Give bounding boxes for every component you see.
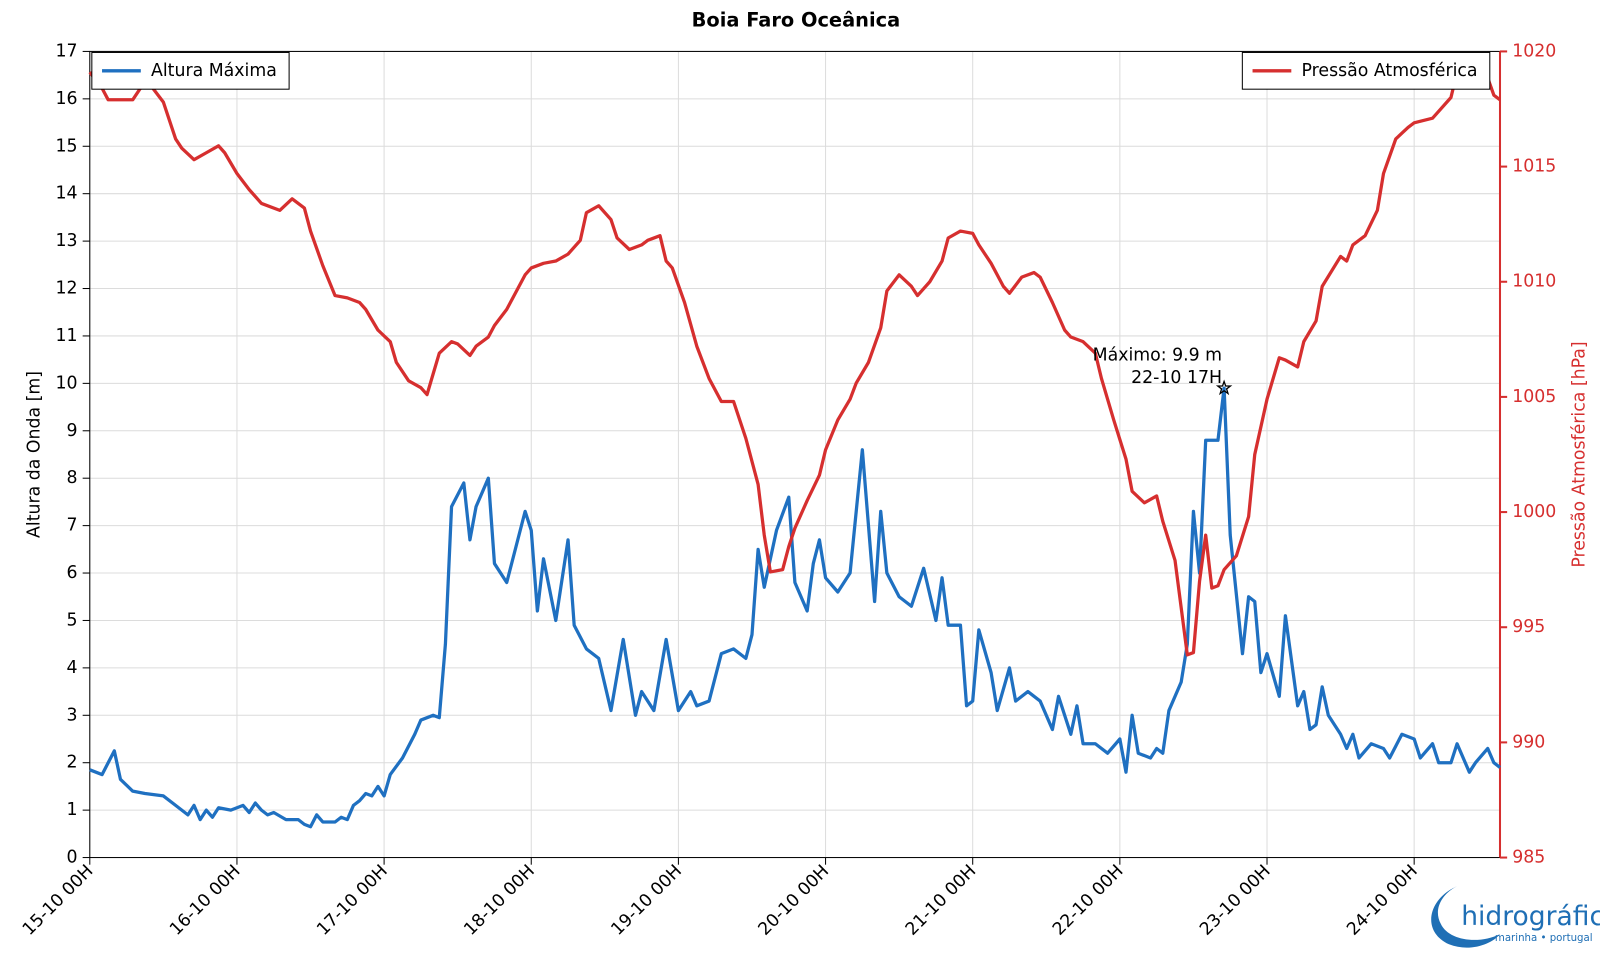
x-tick-label: 15-10 00H <box>19 861 97 939</box>
x-tick-label: 23-10 00H <box>1196 861 1274 939</box>
annotation-text: Máximo: 9.9 m <box>1093 345 1222 365</box>
logo: hidrográfico marinha • portugal <box>1431 886 1600 948</box>
x-tick-label: 24-10 00H <box>1343 861 1421 939</box>
legend-label: Altura Máxima <box>151 61 277 81</box>
y2-tick-label: 1005 <box>1512 387 1556 407</box>
data-line <box>88 54 1501 657</box>
y-tick-label: 17 <box>55 41 77 61</box>
y-tick-label: 12 <box>55 279 77 299</box>
x-tick-label: 17-10 00H <box>313 861 391 939</box>
y-tick-label: 13 <box>55 231 77 251</box>
data-line <box>89 386 1501 829</box>
y-tick-label: 10 <box>55 373 77 393</box>
y2-axis-label: Pressão Atmosférica [hPa] <box>1570 341 1590 567</box>
max-marker <box>1215 379 1233 396</box>
y2-tick-label: 990 <box>1512 732 1545 752</box>
y-tick-label: 11 <box>55 326 77 346</box>
y2-tick-label: 995 <box>1512 617 1545 637</box>
y-tick-label: 14 <box>55 184 77 204</box>
legend: Altura Máxima <box>91 51 290 90</box>
y2-tick-label: 1010 <box>1512 272 1556 292</box>
x-tick-label: 19-10 00H <box>608 861 686 939</box>
y-tick-label: 15 <box>55 136 77 156</box>
y-tick-label: 16 <box>55 89 77 109</box>
x-tick-label: 18-10 00H <box>460 861 538 939</box>
chart-title: Boia Faro Oceânica <box>692 8 901 31</box>
y2-tick-label: 1000 <box>1512 502 1556 522</box>
x-tick-label: 22-10 00H <box>1049 861 1127 939</box>
y2-tick-label: 1020 <box>1512 41 1556 61</box>
logo-tagline: marinha • portugal <box>1495 933 1593 944</box>
legend-box <box>91 51 290 90</box>
plot-frame <box>89 50 1501 859</box>
y-tick-label: 9 <box>67 421 78 441</box>
x-tick-label: 20-10 00H <box>755 861 833 939</box>
y-tick-label: 6 <box>67 563 78 583</box>
y-tick-label: 5 <box>67 610 78 630</box>
y-tick-label: 1 <box>67 800 78 820</box>
legend: Pressão Atmosférica <box>1241 51 1491 90</box>
y-tick-label: 3 <box>67 705 78 725</box>
logo-name: hidrográfico <box>1461 901 1600 932</box>
y-tick-label: 7 <box>67 516 78 536</box>
y-tick-label: 8 <box>67 468 78 488</box>
y-axis-label: Altura da Onda [m] <box>25 371 45 538</box>
x-tick-label: 21-10 00H <box>902 861 980 939</box>
y2-tick-label: 985 <box>1512 848 1545 868</box>
y-tick-label: 0 <box>67 848 78 868</box>
y-tick-label: 2 <box>67 753 78 773</box>
y2-tick-label: 1015 <box>1512 157 1556 177</box>
legend-label: Pressão Atmosférica <box>1302 61 1478 81</box>
x-tick-label: 16-10 00H <box>166 861 244 939</box>
y-tick-label: 4 <box>67 658 78 678</box>
annotation-text: 22-10 17H <box>1131 368 1222 388</box>
